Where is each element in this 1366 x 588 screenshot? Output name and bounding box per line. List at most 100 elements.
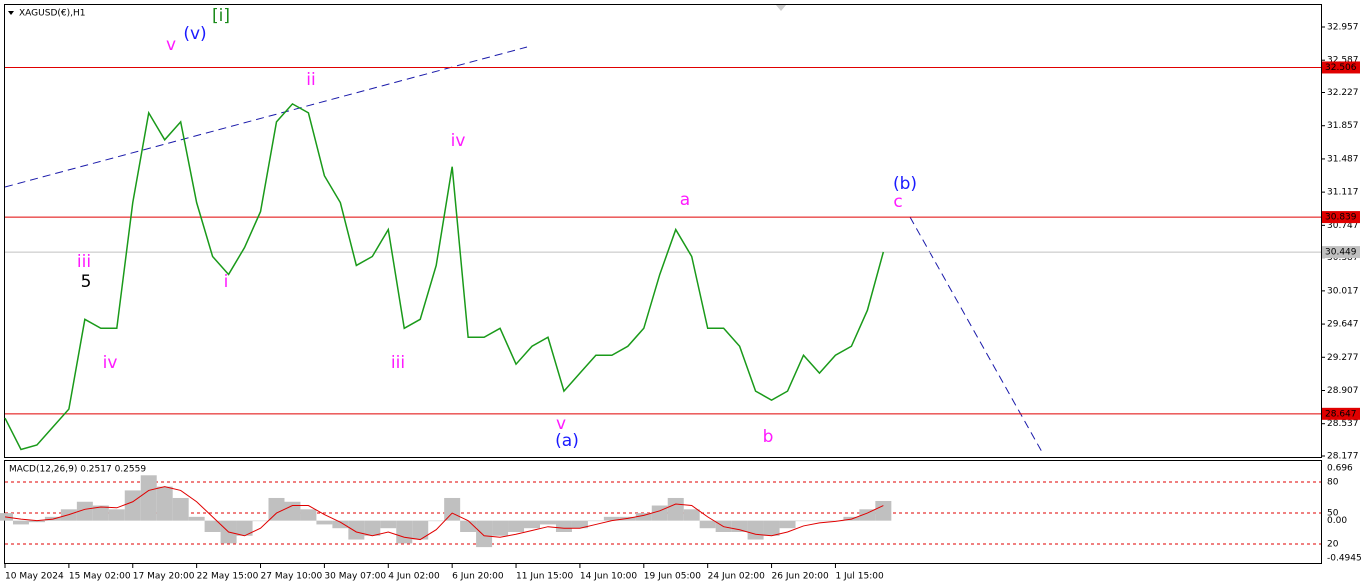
macd-bar — [827, 520, 844, 522]
macd-bar — [92, 505, 109, 521]
macd-bar — [555, 520, 572, 532]
x-tick-label: 10 May 2024 — [5, 572, 64, 582]
y-tick-label: 32.957 — [1327, 22, 1359, 32]
x-tick-label: 15 May 02:00 — [69, 572, 131, 582]
y-tick-label: 32.227 — [1327, 88, 1359, 98]
y-tick-label: 30.387 — [1327, 253, 1359, 263]
macd-title: MACD(12,26,9) 0.2517 0.2559 — [9, 465, 146, 475]
price-tag — [1322, 246, 1360, 259]
macd-bar — [284, 501, 301, 521]
macd-bar — [460, 520, 477, 532]
macd-bar — [204, 520, 221, 532]
wave-label: ii — [306, 70, 315, 90]
macd-bar — [252, 520, 269, 522]
macd-bar — [875, 500, 892, 521]
macd-bar — [508, 520, 525, 532]
wave-label: [i] — [212, 6, 230, 26]
price-tag — [1322, 211, 1360, 224]
wave-label: (v) — [183, 24, 206, 44]
macd-bar — [524, 520, 541, 529]
y-tick-label: 31.117 — [1327, 188, 1359, 198]
y-tick-label: 30.747 — [1327, 221, 1359, 231]
macd-bar — [300, 509, 317, 521]
x-tick-label: 22 May 15:00 — [197, 572, 259, 582]
symbol-title: XAGUSD(€),H1 — [19, 9, 85, 19]
price-tag-label: 30.839 — [1325, 213, 1357, 223]
macd-bar — [108, 509, 125, 521]
price-tag — [1322, 61, 1360, 74]
signal-line — [4, 486, 884, 541]
macd-bar — [172, 497, 189, 521]
macd-bar — [603, 516, 620, 521]
wave-label: b — [763, 427, 774, 447]
macd-bar — [364, 520, 381, 536]
macd-bar — [492, 520, 509, 536]
y-tick-label: 31.857 — [1327, 121, 1359, 131]
price-tag — [1322, 407, 1360, 420]
wave-label: v — [166, 35, 176, 55]
x-tick-label: 14 Jun 10:00 — [580, 572, 637, 582]
macd-bar — [12, 520, 29, 525]
macd-bar — [683, 509, 700, 521]
price-panel — [4, 4, 1322, 458]
price-tag-label: 32.506 — [1325, 63, 1357, 73]
wave-label: (a) — [555, 431, 579, 451]
macd-bar — [539, 520, 556, 525]
y-tick-label: 31.487 — [1327, 154, 1359, 164]
macd-bar — [348, 520, 365, 540]
x-tick-label: 30 May 07:00 — [324, 572, 386, 582]
macd-bar — [316, 520, 333, 525]
y-tick-label: 30.017 — [1327, 286, 1359, 296]
macd-bar — [731, 520, 748, 532]
macd-bar — [268, 497, 285, 521]
macd-bar — [571, 520, 588, 529]
x-tick-label: 4 Jun 02:00 — [388, 572, 440, 582]
macd-level-label: 80 — [1327, 477, 1339, 487]
macd-bar — [747, 520, 764, 540]
wave-label: a — [680, 190, 690, 210]
macd-bar — [651, 505, 668, 521]
macd-tick-label: -0.4945 — [1327, 554, 1362, 564]
y-tick-label: 28.907 — [1327, 386, 1359, 396]
macd-bar — [76, 501, 93, 521]
x-tick-label: 27 May 10:00 — [261, 572, 323, 582]
macd-bar — [811, 520, 828, 522]
macd-bar — [635, 513, 652, 521]
macd-tick-label: 0.696 — [1327, 464, 1353, 474]
macd-bar — [156, 486, 173, 521]
macd-bar — [859, 509, 876, 521]
macd-bar — [140, 475, 157, 521]
y-tick-label: 28.537 — [1327, 419, 1359, 429]
wave-label: 5 — [81, 272, 92, 292]
macd-bar — [476, 520, 493, 548]
macd-bar — [444, 497, 461, 521]
wave-label: iii — [391, 353, 405, 373]
macd-bar — [412, 520, 429, 540]
macd-bar — [396, 520, 413, 544]
x-tick-label: 26 Jun 20:00 — [772, 572, 829, 582]
wave-label: c — [893, 192, 902, 212]
macd-bar — [699, 520, 716, 529]
macd-bar — [587, 520, 604, 522]
wave-label: v — [556, 414, 566, 434]
y-tick-label: 32.587 — [1327, 56, 1359, 66]
macd-panel — [4, 460, 1322, 564]
macd-level-label: 50 — [1327, 508, 1339, 518]
macd-bar — [667, 497, 684, 521]
x-tick-label: 24 Jun 02:00 — [708, 572, 765, 582]
y-tick-label: 29.647 — [1327, 320, 1359, 330]
price-tag-label: 28.647 — [1325, 409, 1357, 419]
wave-label: i — [224, 272, 229, 292]
price-line — [4, 102, 885, 451]
menu-arrow — [8, 11, 14, 15]
x-tick-label: 1 Jul 15:00 — [835, 572, 884, 582]
macd-bar — [428, 520, 445, 522]
y-tick-label: 29.277 — [1327, 353, 1359, 363]
macd-bar — [795, 520, 812, 522]
macd-bar — [380, 520, 397, 529]
macd-bar — [779, 520, 796, 529]
shift-marker — [776, 5, 786, 11]
macd-bar — [763, 520, 780, 536]
macd-bar — [188, 516, 205, 521]
